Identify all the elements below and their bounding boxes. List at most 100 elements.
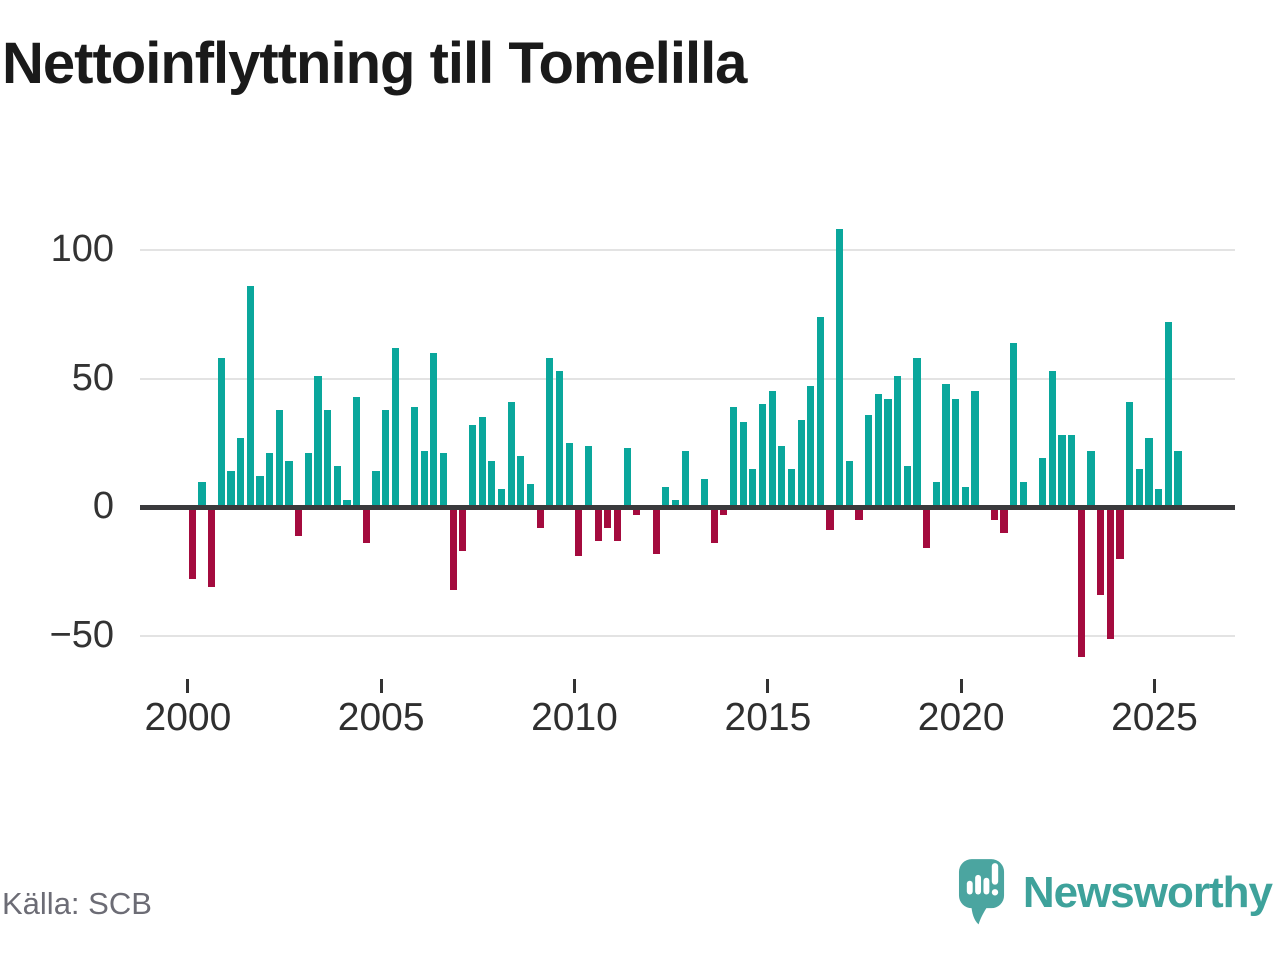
bar-2025-Q1: [1155, 489, 1163, 508]
bar-2016-Q3: [826, 507, 834, 531]
bar-2023-Q2: [1087, 450, 1095, 508]
y-axis-label-100: 100: [50, 227, 114, 270]
bar-2009-Q4: [565, 442, 573, 508]
bar-2003-Q3: [323, 409, 332, 508]
bar-2004-Q4: [372, 471, 380, 508]
bar-2015-Q2: [778, 445, 786, 508]
bar-2010-Q1: [575, 507, 583, 557]
bar-2020-Q1: [961, 486, 970, 508]
bar-2007-Q3: [478, 417, 486, 508]
bar-2006-Q1: [420, 450, 428, 508]
bar-2004-Q1: [343, 499, 351, 508]
bar-2018-Q2: [894, 376, 902, 508]
bar-2021-Q2: [1010, 342, 1018, 508]
bar-2002-Q2: [275, 409, 283, 508]
bar-2011-Q1: [613, 507, 622, 541]
bar-2014-Q1: [729, 406, 738, 508]
bar-2019-Q2: [932, 481, 941, 508]
bar-2008-Q2: [507, 401, 515, 508]
bar-2025-Q3: [1174, 450, 1182, 508]
bar-2015-Q4: [797, 419, 805, 508]
bar-2017-Q1: [845, 461, 854, 508]
bar-2021-Q1: [1000, 507, 1008, 533]
bar-2023-Q3: [1097, 507, 1105, 595]
bar-2009-Q1: [536, 507, 544, 528]
bar-2022-Q4: [1068, 435, 1076, 508]
bar-2000-Q4: [217, 358, 225, 508]
bar-2015-Q3: [787, 468, 796, 508]
bar-2005-Q2: [391, 347, 399, 508]
bar-2000-Q1: [188, 507, 196, 580]
chart-title: Nettoinflyttning till Tomelilla: [2, 31, 747, 96]
y-axis-label--50: −50: [49, 614, 114, 656]
bar-2020-Q2: [971, 391, 979, 508]
bar-2015-Q1: [768, 391, 776, 508]
x-axis-label-2005: 2005: [337, 696, 425, 739]
bar-2004-Q2: [352, 396, 361, 508]
brand-name: Newsworthy: [1022, 867, 1273, 917]
bar-2010-Q3: [594, 507, 602, 541]
bar-2017-Q2: [855, 507, 863, 521]
x-axis-label-2010: 2010: [531, 696, 618, 739]
bar-2000-Q2: [198, 481, 206, 508]
bar-2009-Q2: [546, 358, 554, 508]
bar-2008-Q1: [497, 489, 506, 508]
bar-2002-Q4: [294, 507, 303, 536]
bar-2010-Q4: [604, 507, 612, 528]
bar-2018-Q1: [884, 399, 892, 508]
bar-2004-Q3: [362, 507, 370, 544]
bar-2014-Q4: [758, 404, 767, 508]
bar-2000-Q3: [207, 507, 216, 588]
bar-2012-Q1: [652, 507, 660, 554]
bar-2019-Q1: [923, 507, 931, 549]
bar-2024-Q2: [1126, 401, 1134, 508]
bar-2024-Q1: [1116, 507, 1124, 559]
bar-2012-Q4: [681, 450, 689, 508]
bar-2012-Q2: [662, 486, 670, 508]
bar-2008-Q3: [517, 455, 525, 508]
x-axis-tick-2000: [186, 679, 190, 693]
y-axis-label-50: 50: [71, 356, 114, 399]
bar-2012-Q3: [671, 499, 680, 508]
bar-2016-Q4: [836, 229, 844, 508]
bar-2020-Q4: [990, 507, 999, 521]
x-axis-label-2025: 2025: [1111, 696, 1198, 739]
bar-2017-Q4: [874, 394, 883, 508]
bar-2022-Q3: [1058, 435, 1066, 508]
bar-2006-Q4: [449, 507, 457, 590]
bar-2014-Q3: [749, 468, 757, 508]
bar-2007-Q1: [459, 507, 467, 552]
bar-2022-Q1: [1039, 458, 1047, 508]
bar-2016-Q1: [807, 386, 815, 508]
bar-2003-Q4: [333, 466, 341, 508]
x-axis-tick-2020: [959, 679, 963, 693]
bar-2016-Q2: [816, 316, 825, 508]
bar-2013-Q4: [720, 507, 728, 515]
x-axis-line: [140, 505, 1235, 510]
source-caption: Källa: SCB: [2, 886, 152, 921]
bar-2019-Q4: [952, 399, 960, 508]
x-axis-tick-2005: [379, 679, 383, 693]
gridline--50: [140, 635, 1235, 637]
bar-2001-Q4: [256, 476, 264, 508]
gridline-50: [140, 377, 1235, 380]
bar-2002-Q1: [265, 453, 274, 508]
newsworthy-logo-icon: [958, 859, 1004, 925]
bar-2003-Q2: [314, 376, 322, 508]
bar-2013-Q2: [700, 479, 709, 508]
bar-2011-Q2: [623, 448, 631, 508]
bar-2006-Q2: [430, 352, 438, 508]
x-axis-tick-2010: [573, 679, 576, 693]
x-axis-tick-2015: [766, 679, 770, 693]
bar-2003-Q1: [304, 453, 312, 508]
y-axis-label-0: 0: [92, 485, 114, 528]
bar-2011-Q3: [633, 507, 641, 515]
bar-2001-Q2: [236, 437, 245, 508]
bar-2013-Q3: [710, 507, 718, 544]
bar-2021-Q3: [1019, 481, 1028, 508]
bar-2005-Q4: [410, 406, 419, 508]
bar-2024-Q3: [1135, 468, 1144, 508]
brand-footer: Newsworthy: [958, 858, 1273, 927]
x-axis-label-2020: 2020: [917, 696, 1005, 739]
